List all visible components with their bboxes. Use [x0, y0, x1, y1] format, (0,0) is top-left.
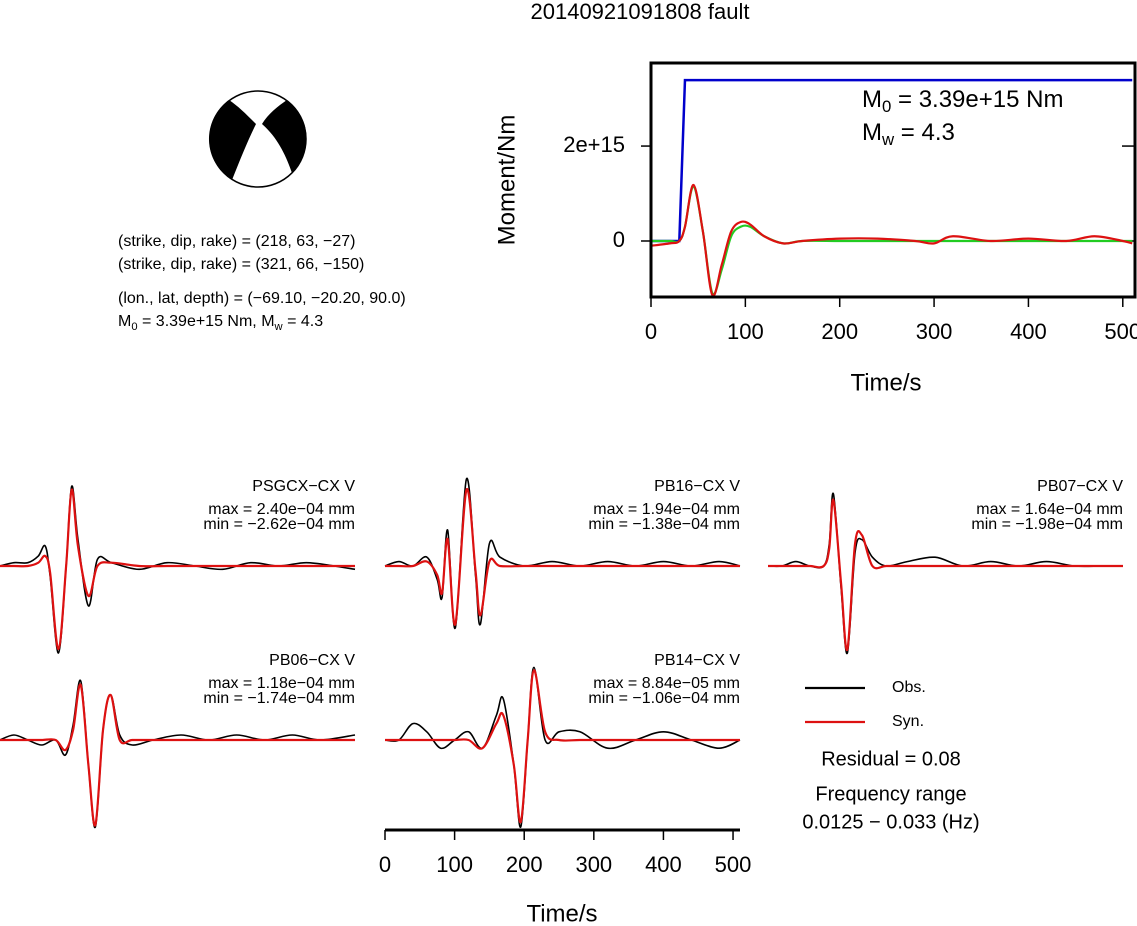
panel-title: PB16−CX V	[654, 478, 740, 495]
panel-max: max = 8.84e−05 mm	[593, 675, 740, 692]
x-axis-label: Time/s	[850, 369, 921, 396]
subscript: 0	[131, 321, 137, 333]
panel-title: PB06−CX V	[269, 652, 355, 669]
x-tick-label: 200	[821, 319, 858, 344]
panel-max: max = 1.64e−04 mm	[976, 501, 1123, 518]
panel-min: min = −1.98e−04 mm	[971, 516, 1123, 533]
text-part: = 3.39e+15 Nm, M	[138, 313, 275, 330]
mechanism-line: (lon., lat, depth) = (−69.10, −20.20, 90…	[118, 290, 406, 307]
panel-max: max = 1.94e−04 mm	[593, 501, 740, 518]
note: Frequency range	[815, 783, 966, 805]
y-axis-label: Moment/Nm	[493, 115, 520, 246]
beach-ball	[208, 90, 307, 188]
synthetic-trace	[384, 669, 740, 824]
rich-text: M0 = 3.39e+15 Nm	[862, 86, 1063, 116]
text-part: M	[118, 313, 131, 330]
synthetic-trace	[384, 488, 740, 626]
legend-label: Syn.	[892, 713, 924, 730]
panel-min: min = −1.38e−04 mm	[588, 516, 740, 533]
text-part: M	[862, 119, 882, 146]
text-part: = 4.3	[894, 119, 955, 146]
rich-text: M0 = 3.39e+15 Nm, Mw = 4.3	[118, 313, 323, 333]
synthetic-trace	[0, 488, 355, 651]
figure-title: 20140921091808 fault	[531, 0, 750, 24]
x-tick-label: 400	[1010, 319, 1047, 344]
y-tick-label: 2e+15	[563, 132, 625, 157]
x-tick-label: 200	[506, 852, 543, 877]
synthetic-trace	[767, 498, 1123, 651]
observed-trace	[384, 666, 741, 828]
panel-min: min = −2.62e−04 mm	[203, 516, 355, 533]
text-part: M	[862, 86, 882, 113]
rich-text: Mw = 4.3	[862, 119, 955, 149]
x-axis-label: Time/s	[526, 900, 597, 926]
panel-min: min = −1.74e−04 mm	[203, 690, 355, 707]
text-part: = 4.3	[283, 313, 324, 330]
note: Residual = 0.08	[821, 748, 961, 770]
x-tick-label: 500	[1104, 319, 1137, 344]
y-tick-label: 0	[613, 227, 625, 252]
panel-title: PSGCX−CX V	[252, 478, 355, 495]
plot-frame	[649, 61, 1137, 299]
moment-line	[650, 183, 1133, 297]
panel-min: min = −1.06e−04 mm	[588, 690, 740, 707]
panel-max: max = 1.18e−04 mm	[208, 675, 355, 692]
subscript: 0	[882, 98, 891, 117]
mechanism-line: (strike, dip, rake) = (321, 66, −150)	[118, 256, 364, 273]
subscript: w	[881, 131, 895, 150]
x-tick-label: 100	[436, 852, 473, 877]
x-tick-label: 300	[575, 852, 612, 877]
synthetic-trace	[0, 683, 355, 827]
panel-title: PB14−CX V	[654, 652, 740, 669]
x-tick-label: 100	[727, 319, 764, 344]
legend-label: Obs.	[892, 679, 926, 696]
note: 0.0125 − 0.033 (Hz)	[802, 811, 979, 833]
x-tick-label: 300	[916, 319, 953, 344]
x-tick-label: 400	[645, 852, 682, 877]
panel-title: PB07−CX V	[1037, 478, 1123, 495]
x-tick-label: 0	[645, 319, 657, 344]
subscript: w	[274, 321, 284, 333]
x-tick-label: 500	[715, 852, 752, 877]
mechanism-line: (strike, dip, rake) = (218, 63, −27)	[118, 233, 355, 250]
panel-max: max = 2.40e−04 mm	[208, 501, 355, 518]
observed-trace	[0, 485, 356, 654]
x-tick-label: 0	[379, 852, 391, 877]
text-part: = 3.39e+15 Nm	[891, 86, 1063, 113]
